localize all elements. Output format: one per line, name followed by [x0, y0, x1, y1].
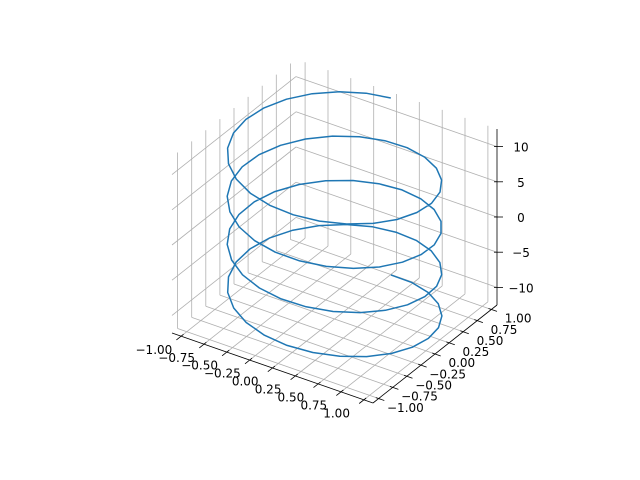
z-grid-side [171, 181, 297, 281]
z-tick-label: −5 [512, 246, 530, 260]
x-tick-mark [199, 341, 207, 349]
z-tick-label: −10 [508, 281, 533, 295]
y-tick-label: −0.75 [401, 390, 438, 404]
x-tick-label: 0.75 [300, 399, 327, 413]
z-tick-label: 0 [517, 211, 525, 225]
z-tick-label: 5 [517, 176, 525, 190]
z-grid-side [171, 76, 297, 175]
z-grid-back [295, 217, 498, 288]
y-tick-mark [417, 363, 427, 368]
x-tick-label: −1.00 [136, 343, 173, 357]
x-tick-mark [221, 349, 230, 357]
z-grid-back [295, 111, 498, 183]
helix-series-line [226, 90, 443, 358]
z-grid-side [171, 146, 297, 246]
x-tick-label: 1.00 [323, 407, 350, 421]
x-tick-label: −0.75 [158, 351, 195, 365]
y-tick-label: 0.25 [463, 345, 490, 359]
y-tick-mark [446, 341, 455, 346]
x-tick-mark [336, 389, 344, 396]
y-tick-label: 0.75 [491, 323, 518, 337]
y-tick-mark [432, 352, 441, 357]
x-tick-mark [290, 373, 298, 381]
tick-marks [176, 146, 503, 404]
y-grid-floor [247, 272, 450, 344]
y-grid-floor [177, 328, 379, 399]
y-tick-mark [403, 374, 413, 379]
y-tick-label: 1.00 [505, 312, 532, 326]
z-grid-side [171, 111, 297, 211]
y-tick-mark [474, 319, 484, 323]
x-tick-mark [176, 333, 184, 341]
x-tick-mark [313, 381, 321, 388]
y-grid-floor [262, 261, 464, 333]
x-tick-mark [358, 397, 367, 404]
x-tick-mark [267, 365, 276, 373]
y-grid-floor [233, 283, 436, 355]
x-tick-mark [244, 357, 253, 365]
x-tick-label: −0.50 [181, 359, 218, 373]
y-grid-floor [276, 250, 478, 321]
x-tick-label: 0.50 [278, 391, 305, 405]
y-tick-label: 0.00 [448, 356, 475, 370]
y-tick-mark [460, 330, 469, 335]
y-tick-mark [389, 386, 399, 390]
y-grid-floor [219, 294, 422, 366]
y-tick-label: 0.50 [477, 334, 504, 348]
y-tick-label: −1.00 [387, 401, 424, 415]
side-pane [171, 58, 297, 334]
grid-lines [171, 62, 498, 401]
x-tick-label: −0.25 [204, 367, 241, 381]
tick-labels: −1.00−0.75−0.50−0.250.000.250.500.751.00… [136, 141, 534, 421]
z-grid-back [295, 76, 498, 147]
y-tick-mark [375, 397, 385, 401]
y-tick-label: −0.50 [415, 379, 452, 393]
series-group [226, 90, 443, 358]
z-tick-label: 10 [513, 141, 528, 155]
y-grid-floor [205, 305, 407, 377]
x-tick-label: 0.00 [232, 375, 259, 389]
z-grid-back [295, 146, 498, 218]
x-tick-label: 0.25 [255, 383, 282, 397]
y-grid-floor [290, 239, 492, 310]
y-grid-floor [191, 317, 393, 388]
y-tick-mark [488, 308, 498, 312]
y-tick-label: −0.25 [429, 367, 466, 381]
z-grid-back [295, 181, 498, 253]
